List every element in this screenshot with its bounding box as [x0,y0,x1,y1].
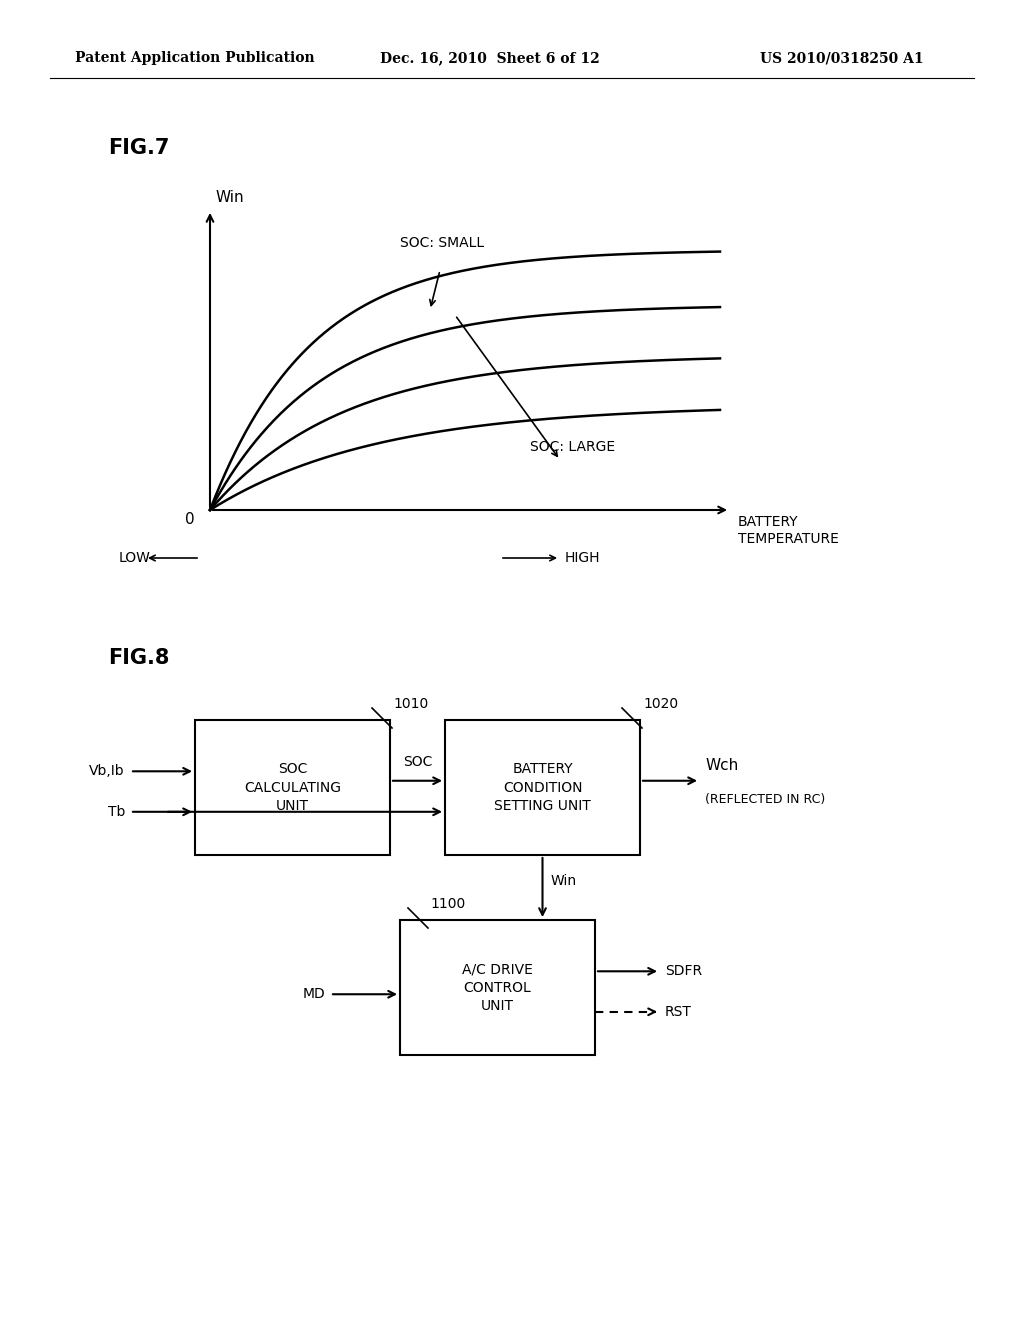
Text: SOC: SOC [402,755,432,768]
Text: BATTERY
CONDITION
SETTING UNIT: BATTERY CONDITION SETTING UNIT [495,762,591,813]
Text: SOC
CALCULATING
UNIT: SOC CALCULATING UNIT [244,762,341,813]
Text: 1010: 1010 [393,697,428,711]
Text: MD: MD [302,987,325,1002]
Text: Patent Application Publication: Patent Application Publication [75,51,314,65]
Text: 0: 0 [185,512,195,527]
Text: Tb: Tb [108,805,125,818]
Text: A/C DRIVE
CONTROL
UNIT: A/C DRIVE CONTROL UNIT [462,962,532,1012]
Text: 1100: 1100 [430,898,465,911]
Text: Win: Win [215,190,244,205]
Text: FIG.8: FIG.8 [108,648,169,668]
Text: Wch: Wch [705,758,738,772]
Text: FIG.7: FIG.7 [108,139,169,158]
Text: HIGH: HIGH [565,550,600,565]
Text: Dec. 16, 2010  Sheet 6 of 12: Dec. 16, 2010 Sheet 6 of 12 [380,51,600,65]
Text: RST: RST [665,1005,692,1019]
Text: LOW: LOW [118,550,150,565]
Bar [445,719,640,855]
Text: SOC: LARGE: SOC: LARGE [530,440,615,454]
Text: SOC: SMALL: SOC: SMALL [400,236,484,249]
Text: Win: Win [551,874,577,888]
Text: (REFLECTED IN RC): (REFLECTED IN RC) [705,793,825,805]
Text: SDFR: SDFR [665,965,702,978]
Text: Vb,Ib: Vb,Ib [89,764,125,779]
Text: BATTERY
TEMPERATURE: BATTERY TEMPERATURE [738,515,839,546]
Text: US 2010/0318250 A1: US 2010/0318250 A1 [760,51,924,65]
Text: 1020: 1020 [643,697,678,711]
Bar [195,719,390,855]
Bar [400,920,595,1055]
